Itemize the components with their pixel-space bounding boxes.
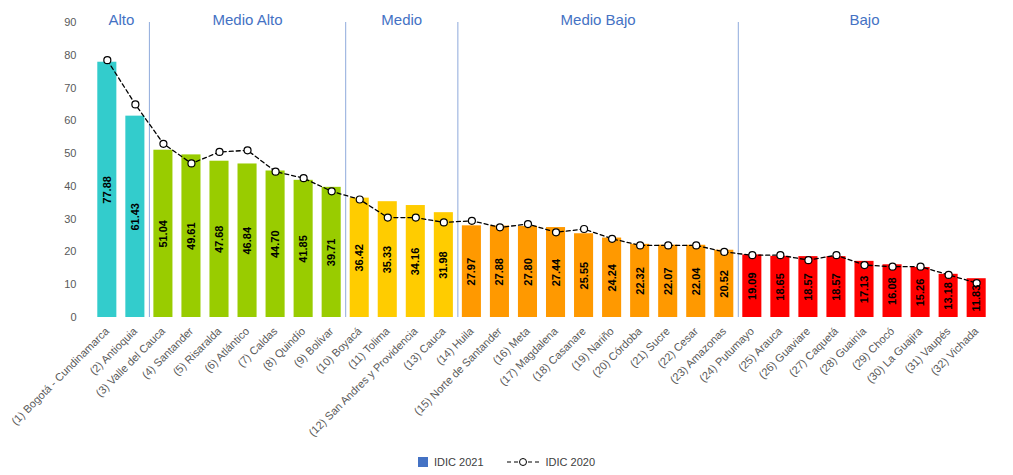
svg-text:36.42: 36.42: [353, 244, 365, 272]
svg-text:27.88: 27.88: [493, 258, 505, 286]
svg-text:(14) Huila: (14) Huila: [433, 324, 476, 367]
svg-text:(31) Vaupés: (31) Vaupés: [902, 324, 953, 375]
svg-text:(1) Bogotá - Cundinamarca: (1) Bogotá - Cundinamarca: [8, 324, 112, 428]
svg-text:90: 90: [64, 16, 76, 28]
svg-text:22.32: 22.32: [634, 267, 646, 295]
svg-text:(16) Meta: (16) Meta: [490, 324, 532, 367]
svg-text:Medio: Medio: [381, 11, 422, 28]
svg-text:61.43: 61.43: [129, 203, 141, 231]
svg-text:27.97: 27.97: [465, 258, 477, 286]
svg-text:(8) Quindío: (8) Quindío: [260, 324, 308, 373]
html-text:IDIC 2021: IDIC 2021: [434, 456, 484, 468]
svg-text:35.33: 35.33: [381, 246, 393, 274]
svg-text:(24) Putumayo: (24) Putumayo: [696, 324, 757, 385]
svg-text:77.88: 77.88: [101, 176, 113, 204]
svg-text:(13) Cauca: (13) Cauca: [400, 324, 448, 372]
svg-text:25.55: 25.55: [578, 262, 590, 290]
svg-text:(26) Guaviare: (26) Guaviare: [756, 324, 813, 381]
svg-text:(4) Santander: (4) Santander: [139, 324, 196, 381]
svg-text:(19) Nariño: (19) Nariño: [568, 324, 616, 373]
svg-text:(22) Cesar: (22) Cesar: [654, 324, 701, 370]
svg-text:(23) Amazonas: (23) Amazonas: [667, 324, 729, 386]
svg-text:51.04: 51.04: [157, 219, 169, 247]
svg-text:Medio Alto: Medio Alto: [213, 11, 283, 28]
svg-text:19.09: 19.09: [746, 272, 758, 300]
svg-text:0: 0: [70, 311, 76, 323]
svg-text:31.98: 31.98: [437, 251, 449, 279]
svg-text:(17) Magdalena: (17) Magdalena: [496, 324, 560, 388]
svg-text:(15) Norte de Santander: (15) Norte de Santander: [411, 325, 504, 418]
svg-text:41.85: 41.85: [297, 235, 309, 263]
svg-text:Bajo: Bajo: [849, 11, 879, 28]
svg-text:(28) Guainía: (28) Guainía: [816, 324, 869, 377]
svg-text:40: 40: [64, 180, 76, 192]
svg-text:34.16: 34.16: [409, 248, 421, 276]
svg-text:18.65: 18.65: [774, 273, 786, 301]
svg-text:70: 70: [64, 82, 76, 94]
svg-text:(6) Atlántico: (6) Atlántico: [201, 324, 252, 375]
svg-text:60: 60: [64, 114, 76, 126]
svg-text:20.52: 20.52: [718, 270, 730, 298]
svg-text:44.70: 44.70: [269, 230, 281, 258]
svg-text:18.57: 18.57: [802, 273, 814, 301]
svg-text:(30) La Guajira: (30) La Guajira: [864, 324, 925, 386]
svg-text:(11) Tolima: (11) Tolima: [345, 324, 392, 371]
svg-text:(21) Sucre: (21) Sucre: [627, 324, 673, 370]
svg-text:Alto: Alto: [108, 11, 134, 28]
svg-text:(9) Bolívar: (9) Bolívar: [291, 324, 336, 370]
svg-text:27.80: 27.80: [521, 258, 533, 286]
svg-text:(20) Córdoba: (20) Córdoba: [589, 324, 645, 380]
svg-text:10: 10: [64, 278, 76, 290]
svg-text:(27) Caquetá: (27) Caquetá: [786, 324, 841, 379]
svg-text:(18) Casanare: (18) Casanare: [529, 324, 588, 383]
svg-text:(7) Caldas: (7) Caldas: [235, 324, 280, 370]
svg-text:13.18: 13.18: [942, 282, 954, 310]
svg-text:49.61: 49.61: [185, 222, 197, 250]
svg-text:17.13: 17.13: [858, 276, 870, 304]
svg-text:(5) Risaralda: (5) Risaralda: [170, 324, 224, 378]
svg-text:(25) Arauca: (25) Arauca: [735, 324, 785, 374]
svg-text:22.04: 22.04: [690, 267, 702, 295]
svg-text:15.26: 15.26: [914, 279, 926, 307]
svg-text:47.68: 47.68: [213, 226, 225, 254]
svg-text:(29) Chocó: (29) Chocó: [849, 324, 897, 372]
svg-text:(10) Boyacá: (10) Boyacá: [313, 324, 364, 376]
html-text:IDIC 2020: IDIC 2020: [545, 456, 595, 468]
svg-text:50: 50: [64, 147, 76, 159]
svg-text:80: 80: [64, 49, 76, 61]
svg-text:18.57: 18.57: [830, 273, 842, 301]
svg-text:16.08: 16.08: [886, 277, 898, 305]
svg-text:24.24: 24.24: [606, 263, 618, 291]
svg-text:(32) Vichada: (32) Vichada: [928, 324, 981, 377]
svg-text:27.44: 27.44: [550, 258, 562, 286]
svg-text:20: 20: [64, 245, 76, 257]
svg-text:39.71: 39.71: [325, 239, 337, 267]
svg-text:46.84: 46.84: [241, 226, 253, 254]
svg-text:(3) Valle del Cauca: (3) Valle del Cauca: [93, 324, 168, 399]
svg-text:Medio Bajo: Medio Bajo: [561, 11, 636, 28]
svg-text:(2) Antioquia: (2) Antioquia: [87, 324, 140, 377]
svg-text:30: 30: [64, 213, 76, 225]
svg-text:11.83: 11.83: [970, 285, 982, 312]
svg-text:22.07: 22.07: [662, 268, 674, 296]
svg-text:(12) San Andres y Providencia: (12) San Andres y Providencia: [306, 324, 420, 438]
